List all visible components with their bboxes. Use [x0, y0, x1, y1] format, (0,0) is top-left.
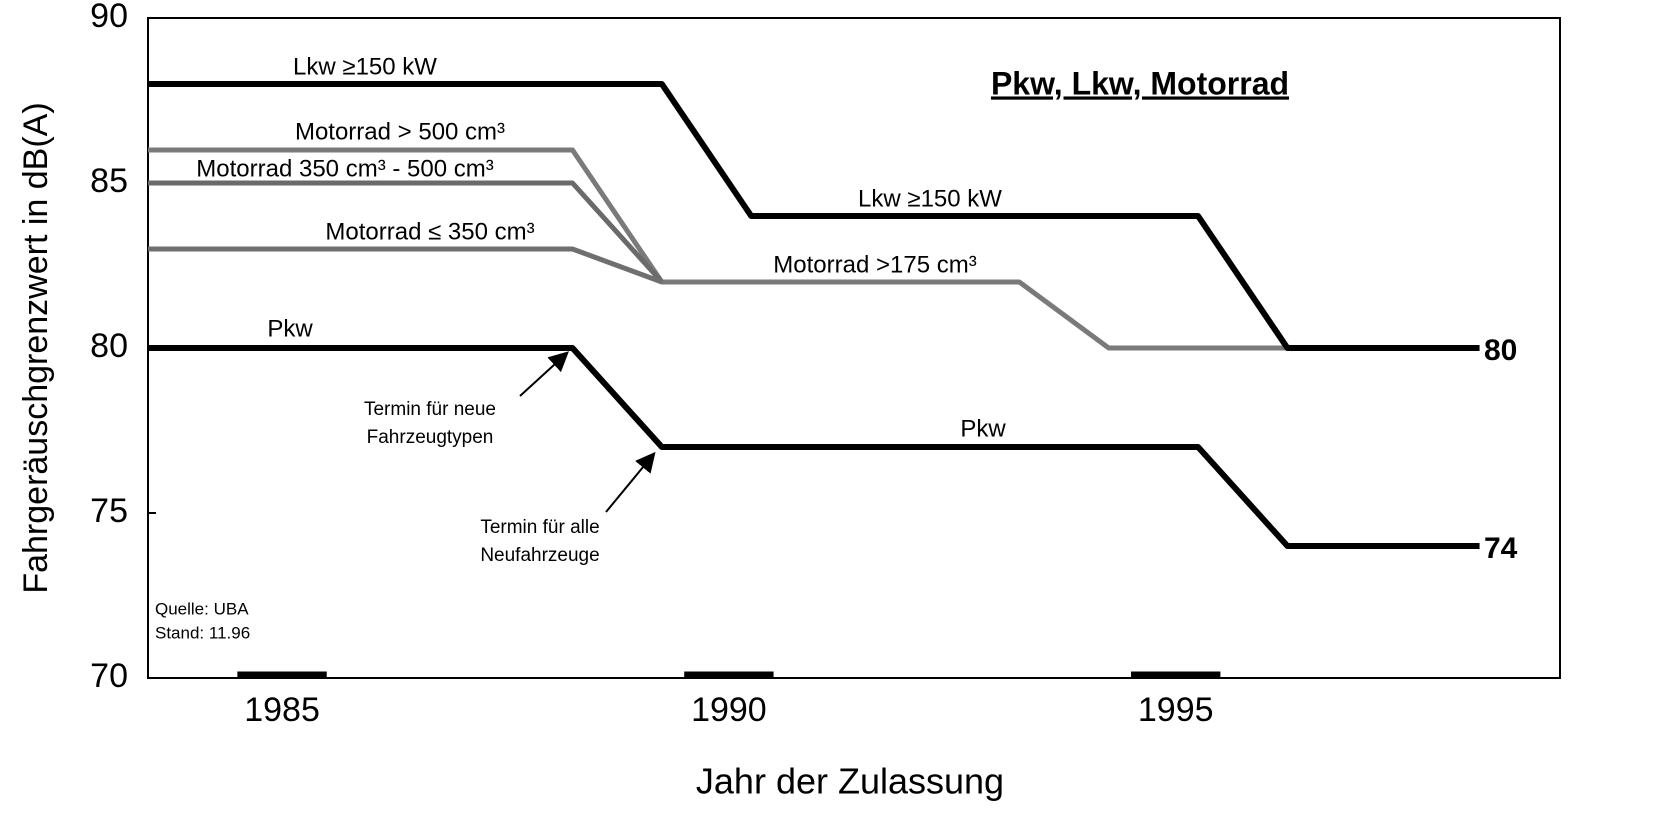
annotation: Quelle: UBA: [155, 599, 249, 618]
line-series: [148, 81, 1480, 351]
annotation: Motorrad >175 cm³: [773, 251, 976, 278]
x-tick-label: 1990: [691, 691, 767, 729]
y-axis-label: Fahrgeräuschgrenzwert in dB(A): [17, 102, 55, 593]
y-tick-label: 80: [90, 327, 128, 365]
arrow: [519, 351, 569, 397]
y-tick-label: 75: [90, 492, 128, 530]
annotation: 74: [1484, 532, 1518, 565]
x-tick-label: 1985: [244, 691, 320, 729]
series-label: Pkw: [267, 315, 313, 342]
annotation: Lkw ≥150 kW: [858, 185, 1002, 212]
annotation: Fahrzeugtypen: [367, 427, 494, 448]
annotation: Stand: 11.96: [155, 623, 250, 642]
arrow: [605, 451, 656, 513]
series-label: Motorrad 350 cm³ - 500 cm³: [196, 155, 493, 182]
line-series: [148, 345, 1480, 549]
y-tick-label: 90: [90, 0, 128, 35]
annotation: 80: [1484, 334, 1517, 367]
annotation: Pkw: [960, 415, 1006, 442]
annotation: Neufahrzeuge: [480, 545, 599, 566]
x-axis-label: Jahr der Zulassung: [696, 761, 1004, 802]
annotation: Termin für alle: [480, 517, 599, 538]
y-tick-label: 85: [90, 162, 128, 200]
series-label: Motorrad ≤ 350 cm³: [325, 218, 534, 245]
line-series: [148, 246, 663, 285]
annotation: Termin für neue: [364, 399, 496, 420]
line-series: [148, 180, 664, 284]
y-tick-label: 70: [90, 657, 128, 695]
chart-title: Pkw, Lkw, Motorrad: [991, 65, 1289, 101]
x-tick-label: 1995: [1138, 691, 1214, 729]
line-series: [148, 147, 1288, 351]
series-label: Lkw ≥150 kW: [293, 53, 437, 80]
series-label: Motorrad > 500 cm³: [295, 118, 505, 145]
